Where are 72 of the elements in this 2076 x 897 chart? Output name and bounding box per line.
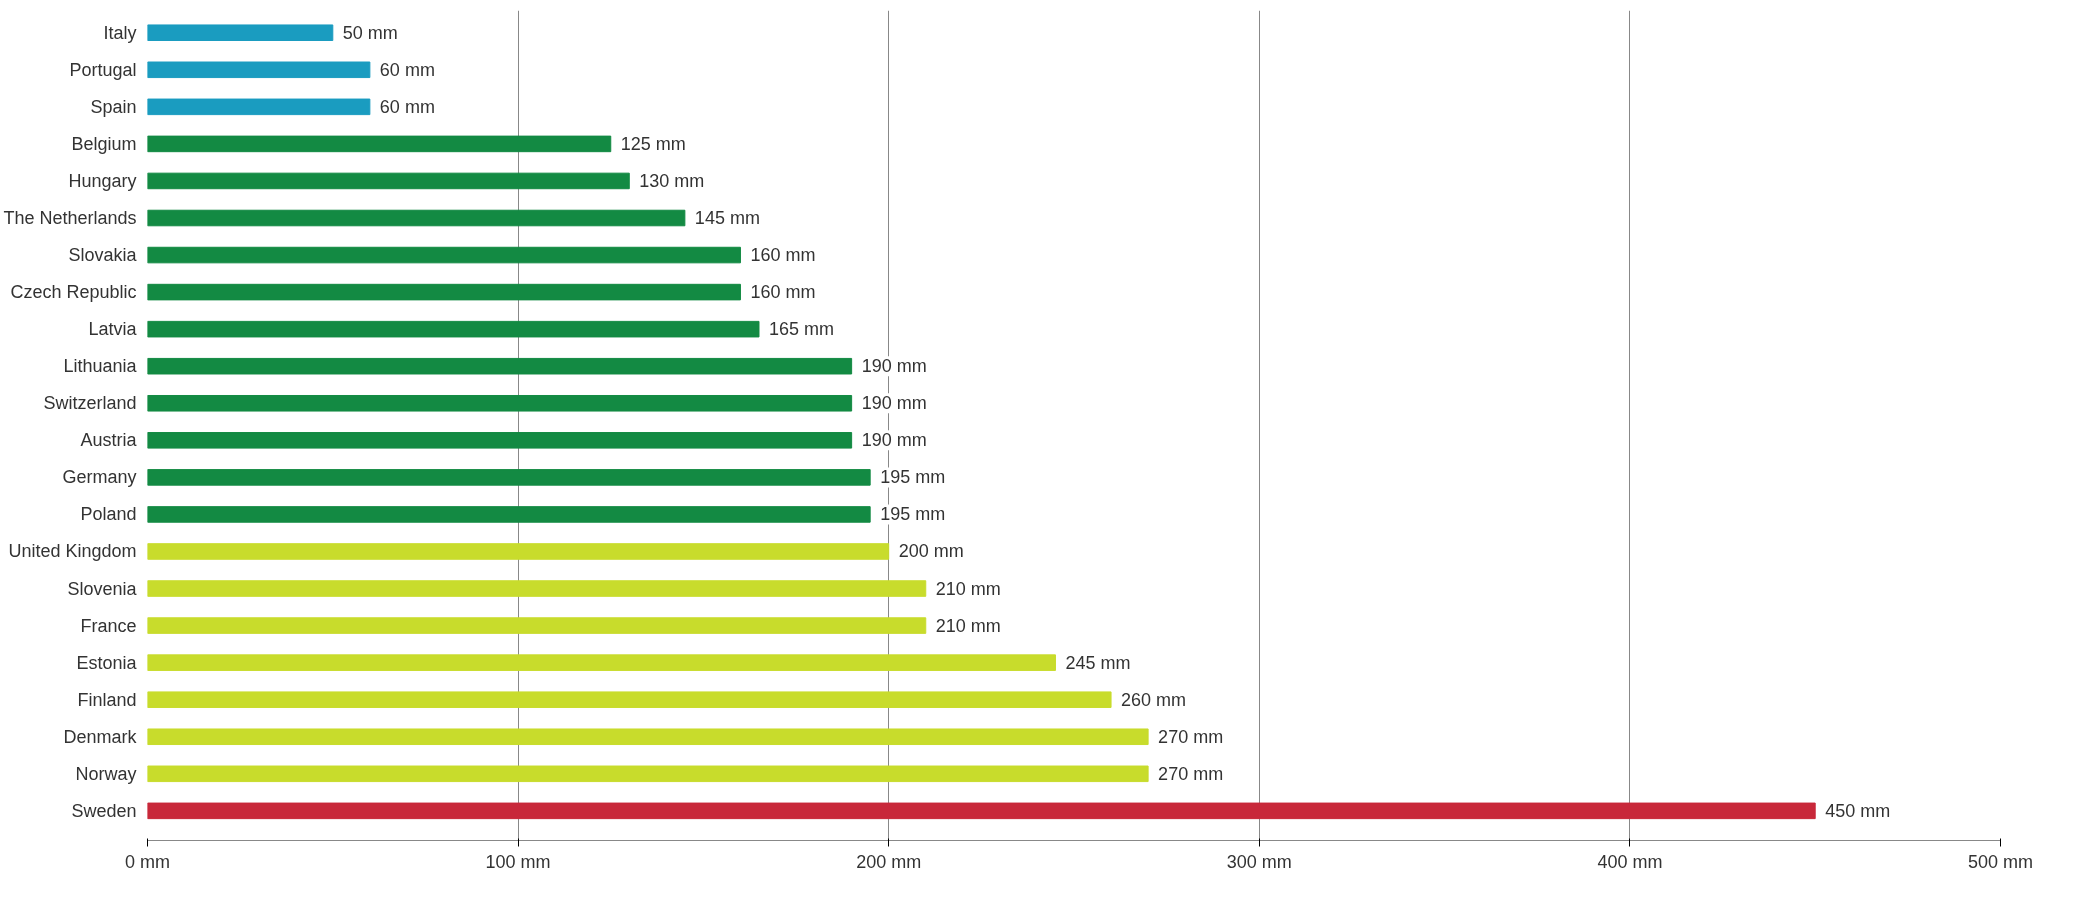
- data-label: 245 mm: [1065, 652, 1131, 673]
- bar: [147, 432, 853, 449]
- bar: [147, 394, 853, 412]
- x-tick-label: 200 mm: [856, 851, 922, 872]
- y-tick-label: Slovakia: [68, 245, 138, 266]
- y-tick-label: The Netherlands: [3, 208, 137, 228]
- bar: [147, 209, 686, 227]
- x-tick-label: 100 mm: [485, 851, 551, 872]
- bar: [147, 172, 630, 190]
- bar: [147, 765, 1149, 783]
- bar: [147, 246, 741, 264]
- bar: [147, 617, 927, 634]
- data-label: 165 mm: [768, 319, 835, 340]
- y-tick-label: Latvia: [88, 319, 138, 340]
- y-tick-label: France: [80, 615, 137, 636]
- bar: [147, 543, 890, 560]
- data-label: 160 mm: [750, 282, 816, 303]
- data-label: 260 mm: [1121, 689, 1187, 710]
- bar: [147, 135, 612, 153]
- y-tick-label: Slovenia: [67, 578, 138, 599]
- bar: [147, 802, 1816, 820]
- y-tick-label: Belgium: [71, 133, 137, 154]
- y-tick-label: United Kingdom: [8, 541, 137, 562]
- data-label: 190 mm: [861, 356, 927, 377]
- bar: [147, 469, 871, 486]
- data-label: 60 mm: [379, 59, 435, 80]
- y-tick-label: Poland: [80, 504, 137, 525]
- y-tick-label: Austria: [80, 430, 138, 451]
- bar: [147, 357, 853, 375]
- bar: [147, 580, 927, 597]
- x-tick-label: 0 mm: [125, 851, 170, 872]
- y-tick-label: Germany: [62, 467, 137, 488]
- y-tick-label: Denmark: [63, 726, 138, 747]
- data-label: 50 mm: [342, 22, 398, 43]
- y-tick-label: Hungary: [68, 170, 137, 191]
- data-label: 270 mm: [1158, 726, 1224, 747]
- data-label: 60 mm: [379, 96, 435, 117]
- y-tick-label: Portugal: [69, 59, 137, 80]
- bar: [147, 728, 1149, 746]
- data-label: 160 mm: [750, 245, 816, 266]
- x-tick-label: 300 mm: [1226, 851, 1292, 872]
- data-label: 195 mm: [880, 467, 946, 488]
- y-tick-label: Czech Republic: [10, 282, 137, 303]
- y-tick-label: Spain: [90, 96, 137, 117]
- y-tick-label: Lithuania: [63, 356, 138, 377]
- y-tick-label: Switzerland: [43, 393, 137, 414]
- bar: [147, 654, 1056, 671]
- bar: [147, 691, 1112, 708]
- data-label: 125 mm: [620, 133, 686, 154]
- y-tick-label: Finland: [77, 689, 137, 710]
- data-label: 195 mm: [880, 504, 946, 525]
- y-tick-label: Estonia: [76, 652, 138, 673]
- y-tick-label: Sweden: [71, 800, 137, 821]
- bar: [147, 98, 371, 116]
- y-tick-label: Italy: [103, 22, 137, 43]
- data-label: 210 mm: [935, 615, 1001, 636]
- data-label: 190 mm: [861, 393, 927, 414]
- bar: [147, 61, 371, 79]
- bar: [147, 506, 871, 523]
- x-tick-label: 400 mm: [1597, 851, 1663, 872]
- data-label: 210 mm: [935, 578, 1001, 599]
- y-tick-label: Norway: [75, 763, 137, 784]
- data-label: 145 mm: [694, 208, 760, 228]
- x-tick-label: 500 mm: [1967, 851, 2034, 872]
- data-label: 130 mm: [639, 170, 705, 191]
- bar: [147, 283, 741, 301]
- data-label: 450 mm: [1825, 800, 1891, 821]
- data-label: 190 mm: [861, 430, 927, 451]
- data-label: 200 mm: [898, 541, 964, 562]
- bar: [147, 320, 760, 338]
- data-label: 270 mm: [1158, 763, 1224, 784]
- bar: [147, 24, 334, 42]
